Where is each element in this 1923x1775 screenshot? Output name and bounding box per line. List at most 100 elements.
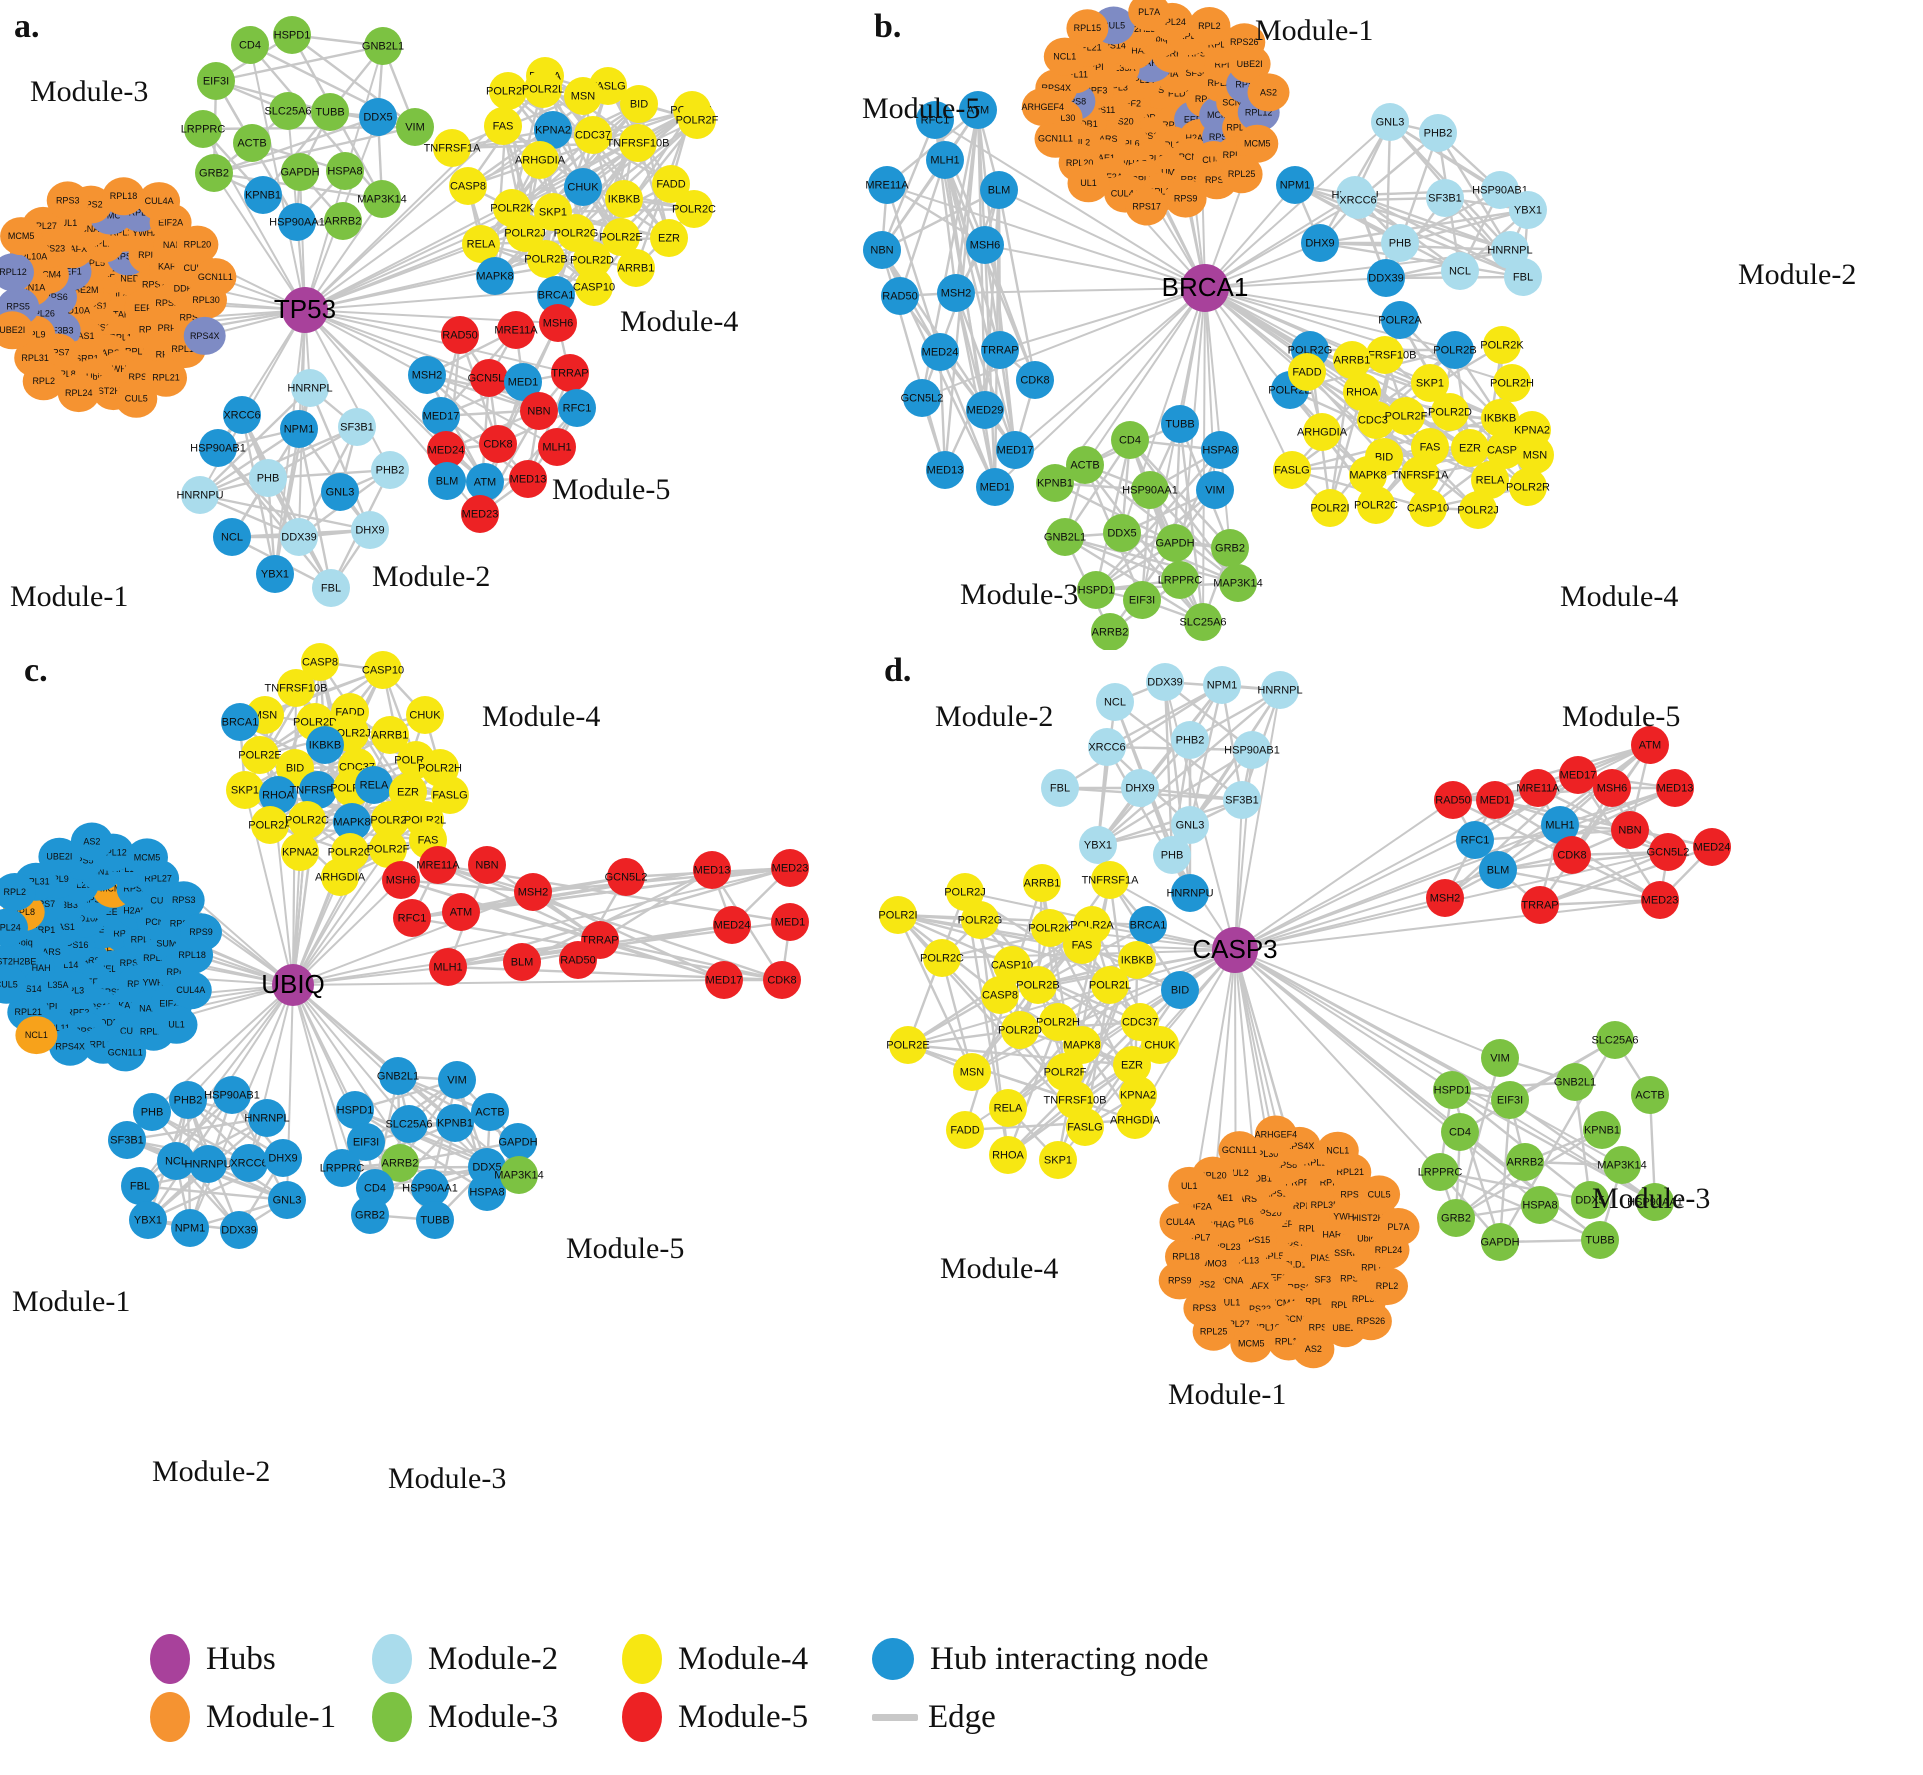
node-circle[interactable] bbox=[301, 643, 339, 681]
node-circle[interactable] bbox=[1521, 1186, 1559, 1224]
node-circle[interactable] bbox=[221, 703, 259, 741]
node-circle[interactable] bbox=[1161, 971, 1199, 1009]
node-circle[interactable] bbox=[1436, 331, 1474, 369]
network-node[interactable]: CHUK bbox=[1141, 1026, 1179, 1064]
node-circle[interactable] bbox=[1311, 489, 1349, 527]
module1-node[interactable]: MCM5 bbox=[0, 217, 43, 256]
network-node[interactable]: SF3B1 bbox=[108, 1121, 146, 1159]
network-node[interactable]: BLM bbox=[1479, 851, 1517, 889]
network-node[interactable]: NPM1 bbox=[1276, 166, 1314, 204]
node-circle[interactable] bbox=[1693, 828, 1731, 866]
network-node[interactable]: SKP1 bbox=[226, 771, 264, 809]
network-node[interactable]: EZR bbox=[389, 773, 427, 811]
node-circle[interactable] bbox=[1254, 1115, 1297, 1154]
node-circle[interactable] bbox=[1188, 7, 1231, 45]
node-circle[interactable] bbox=[0, 873, 36, 911]
node-circle[interactable] bbox=[1521, 886, 1559, 924]
network-node[interactable]: MED17 bbox=[705, 961, 743, 999]
hub-circle[interactable] bbox=[1212, 927, 1258, 973]
network-node[interactable]: TUBB bbox=[311, 93, 349, 131]
node-circle[interactable] bbox=[1113, 1046, 1151, 1084]
node-circle[interactable] bbox=[181, 476, 219, 514]
node-circle[interactable] bbox=[1409, 489, 1447, 527]
node-circle[interactable] bbox=[1036, 464, 1074, 502]
node-circle[interactable] bbox=[1153, 836, 1191, 874]
network-node[interactable]: MED17 bbox=[1559, 756, 1597, 794]
node-circle[interactable] bbox=[573, 241, 611, 279]
node-circle[interactable] bbox=[251, 806, 289, 844]
module1-node[interactable]: MCM5 bbox=[126, 838, 168, 877]
network-node[interactable]: FBL bbox=[121, 1167, 159, 1205]
network-node[interactable]: TNFRSF10B bbox=[607, 124, 670, 162]
network-node[interactable]: RELA bbox=[462, 225, 500, 263]
node-circle[interactable] bbox=[197, 62, 235, 100]
network-node[interactable]: MAP3K14 bbox=[1213, 564, 1263, 602]
node-circle[interactable] bbox=[273, 16, 311, 54]
network-node[interactable]: EZR bbox=[650, 219, 688, 257]
node-circle[interactable] bbox=[169, 1081, 207, 1119]
node-circle[interactable] bbox=[1091, 966, 1129, 1004]
network-node[interactable]: RELA bbox=[355, 766, 393, 804]
node-circle[interactable] bbox=[15, 1016, 58, 1055]
network-node[interactable]: MED23 bbox=[1641, 881, 1679, 919]
network-node[interactable]: PHB2 bbox=[1419, 114, 1457, 152]
network-node[interactable]: POLR2B bbox=[1016, 966, 1060, 1004]
network-node[interactable]: MSH2 bbox=[408, 356, 446, 394]
network-node[interactable]: DDX5 bbox=[359, 98, 397, 136]
network-node[interactable]: POLR2G bbox=[958, 901, 1003, 939]
node-circle[interactable] bbox=[1303, 413, 1341, 451]
network-node[interactable]: GRB2 bbox=[195, 154, 233, 192]
network-node[interactable]: MAPK8 bbox=[476, 257, 514, 295]
node-circle[interactable] bbox=[1641, 881, 1679, 919]
node-circle[interactable] bbox=[416, 1201, 454, 1239]
node-circle[interactable] bbox=[259, 776, 297, 814]
network-node[interactable]: ATM bbox=[442, 893, 480, 931]
network-node[interactable]: POLR2A bbox=[1378, 301, 1422, 339]
node-circle[interactable] bbox=[937, 274, 975, 312]
node-circle[interactable] bbox=[1066, 446, 1104, 484]
node-circle[interactable] bbox=[406, 696, 444, 734]
network-node[interactable]: BRCA1 bbox=[1129, 906, 1167, 944]
network-node[interactable]: HSPA8 bbox=[468, 1173, 506, 1211]
network-node[interactable]: EZR bbox=[1113, 1046, 1151, 1084]
node-circle[interactable] bbox=[1349, 456, 1387, 494]
network-node[interactable]: RAD50 bbox=[441, 316, 479, 354]
node-circle[interactable] bbox=[46, 181, 89, 220]
network-node[interactable]: HNRNPL bbox=[287, 369, 333, 407]
node-circle[interactable] bbox=[1063, 926, 1101, 964]
node-circle[interactable] bbox=[411, 1169, 449, 1207]
network-node[interactable]: GNB2L1 bbox=[377, 1057, 419, 1095]
network-node[interactable]: HSP90AA1 bbox=[269, 203, 325, 241]
network-node[interactable]: CDK8 bbox=[479, 425, 517, 463]
node-circle[interactable] bbox=[1656, 769, 1694, 807]
network-node[interactable]: VIM bbox=[396, 108, 434, 146]
network-node[interactable]: HSP90AB1 bbox=[204, 1076, 260, 1114]
network-node[interactable]: POLR2K bbox=[1480, 326, 1524, 364]
module1-node[interactable]: RPS26 bbox=[1349, 1302, 1392, 1341]
node-circle[interactable] bbox=[230, 1144, 268, 1182]
network-node[interactable]: POLR2C bbox=[1354, 486, 1398, 524]
node-circle[interactable] bbox=[1184, 603, 1222, 641]
module1-node[interactable]: CUL5 bbox=[1358, 1175, 1401, 1214]
node-circle[interactable] bbox=[1159, 1203, 1202, 1242]
network-node[interactable]: POLR2H bbox=[1490, 364, 1534, 402]
node-circle[interactable] bbox=[1218, 1131, 1261, 1170]
network-node[interactable]: EIF3I bbox=[1123, 581, 1161, 619]
node-circle[interactable] bbox=[468, 846, 506, 884]
module1-node[interactable]: GCN1L1 bbox=[104, 1033, 147, 1072]
network-node[interactable]: HSPD1 bbox=[336, 1091, 374, 1129]
node-circle[interactable] bbox=[1067, 164, 1110, 203]
network-node[interactable]: ARRB1 bbox=[1023, 864, 1061, 902]
network-node[interactable]: FBL bbox=[1504, 258, 1542, 296]
network-node[interactable]: GRB2 bbox=[351, 1196, 389, 1234]
network-node[interactable]: DHX9 bbox=[1121, 769, 1159, 807]
network-node[interactable]: HSP90AA1 bbox=[1627, 1183, 1683, 1221]
hub-node[interactable]: BRCA1 bbox=[1162, 264, 1249, 312]
network-node[interactable]: MLH1 bbox=[538, 428, 576, 466]
node-circle[interactable] bbox=[323, 1149, 361, 1187]
module1-node[interactable]: RPL21 bbox=[145, 358, 187, 397]
network-node[interactable]: DHX9 bbox=[1301, 224, 1339, 262]
hub-circle[interactable] bbox=[1181, 264, 1229, 312]
network-node[interactable]: DDX5 bbox=[1571, 1181, 1609, 1219]
node-circle[interactable] bbox=[1039, 1003, 1077, 1041]
